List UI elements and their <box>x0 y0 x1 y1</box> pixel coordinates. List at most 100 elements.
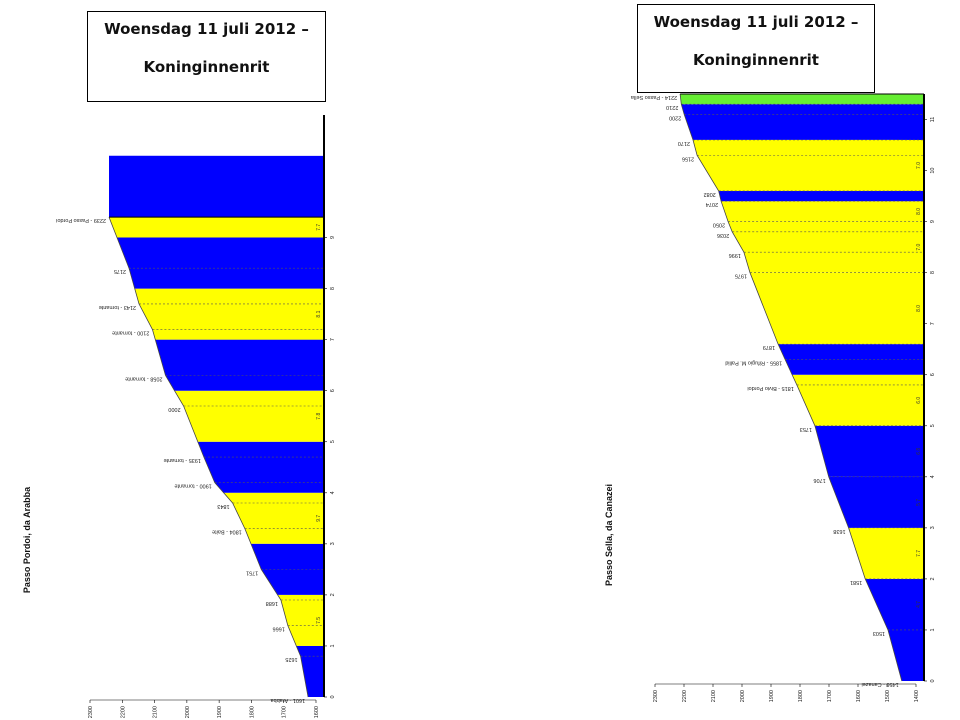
band-yellow <box>750 272 924 345</box>
band-blue <box>814 425 924 477</box>
elev-tick-label: 1700 <box>282 706 288 718</box>
gradient-label: 6.0 <box>916 397 922 404</box>
title-box-right: Woensdag 11 juli 2012 – Koninginnenrit <box>637 4 875 93</box>
km-tick-label: 7 <box>330 338 336 341</box>
point-label: 1975 <box>735 273 747 279</box>
band-blue <box>155 339 324 391</box>
gradient-label: 5.7 <box>916 499 922 506</box>
band-yellow <box>277 594 324 646</box>
point-label: 2200 <box>669 114 681 120</box>
point-label: 1879 <box>763 344 775 350</box>
point-label: 2100 - tornante <box>112 329 149 335</box>
point-label: 1706 <box>813 477 825 483</box>
km-tick-label: 5 <box>930 424 936 427</box>
km-tick-label: 1 <box>930 628 936 631</box>
point-label: 2058 - tornante <box>125 375 162 381</box>
chart-title: Passo Sella, da Canazei <box>604 484 614 586</box>
gradient-label: 4.7 <box>916 601 922 608</box>
point-label: 2214 - Passo Sella <box>630 94 677 100</box>
gradient-label: 8.0 <box>916 208 922 215</box>
band-yellow <box>792 374 924 426</box>
gradient-label: 7.0 <box>916 243 922 250</box>
point-label: 1625 <box>285 656 297 662</box>
elev-tick-label: 2300 <box>653 690 659 702</box>
band-blue <box>251 543 324 595</box>
band-yellow <box>721 201 924 222</box>
km-tick-label: 7 <box>930 322 936 325</box>
band-blue <box>718 191 924 202</box>
band-blue <box>888 630 924 681</box>
point-label: 1935 - tornante <box>164 457 201 463</box>
point-label: 2050 <box>713 222 725 228</box>
km-tick-label: 2 <box>330 593 336 596</box>
band-yellow <box>109 217 324 238</box>
km-tick-label: 1 <box>330 644 336 647</box>
point-label: 1855 - Rifugio M. Pallid <box>725 359 782 365</box>
elev-tick-label: 1700 <box>827 690 833 702</box>
band-yellow <box>693 139 924 191</box>
km-tick-label: 3 <box>930 526 936 529</box>
point-label: 1503 <box>873 630 885 636</box>
gradient-label: 7.7 <box>916 550 922 557</box>
point-label: 1804 - Baite <box>212 529 242 535</box>
gradient-label: 7.7 <box>316 224 322 231</box>
elev-tick-label: 1800 <box>798 690 804 702</box>
band-blue <box>296 645 324 697</box>
band-blue <box>117 237 324 289</box>
km-tick-label: 2 <box>930 577 936 580</box>
point-label: 2000 <box>168 406 180 412</box>
gradient-label: 6.8 <box>916 448 922 455</box>
title-line-2: Koninginnenrit <box>693 51 819 69</box>
elev-tick-label: 1900 <box>217 706 223 718</box>
elev-tick-label: 2100 <box>711 690 717 702</box>
band-blue <box>681 104 924 140</box>
gradient-label: 8.1 <box>316 310 322 317</box>
point-label: 2082 <box>703 191 715 197</box>
km-tick-label: 9 <box>330 236 336 239</box>
km-tick-label: 4 <box>930 475 936 478</box>
chart-0: 7.59.77.88.17.77.21601 - Arabba162516661… <box>22 115 336 718</box>
km-tick-label: 5 <box>330 440 336 443</box>
profile-line <box>108 216 309 698</box>
gradient-label: 7.5 <box>316 617 322 624</box>
point-label: 2239 - Passo Pordoi <box>56 217 106 223</box>
km-tick-label: 9 <box>930 220 936 223</box>
gradient-label: 8.0 <box>916 305 922 312</box>
elev-tick-label: 1900 <box>769 690 775 702</box>
title-line-1: Woensdag 11 juli 2012 – <box>653 13 859 31</box>
point-label: 2210 <box>666 104 678 110</box>
elev-tick-label: 1600 <box>856 690 862 702</box>
band-blue <box>197 441 324 493</box>
band-yellow <box>848 527 924 579</box>
point-label: 1666 <box>273 626 285 632</box>
elev-tick-label: 2200 <box>682 690 688 702</box>
band-blue <box>865 578 924 630</box>
elev-tick-label: 2300 <box>88 706 94 718</box>
band-green <box>680 94 924 105</box>
point-label: 2156 <box>682 155 694 161</box>
point-label: 2170 <box>678 140 690 146</box>
point-label: 1638 <box>833 528 845 534</box>
gradient-label: 9.7 <box>316 515 322 522</box>
elev-tick-label: 1800 <box>249 706 255 718</box>
point-label: 1751 <box>246 569 258 575</box>
band-blue <box>828 476 924 528</box>
elev-tick-label: 1500 <box>885 690 891 702</box>
title-line-1: Woensdag 11 juli 2012 – <box>104 20 309 38</box>
km-tick-label: 10 <box>930 168 936 174</box>
km-tick-label: 8 <box>930 271 936 274</box>
point-label: 2175 <box>114 268 126 274</box>
title-box-left: Woensdag 11 juli 2012 – Koninginnenrit <box>87 11 326 102</box>
km-tick-label: 4 <box>330 491 336 494</box>
elev-tick-label: 2200 <box>120 706 126 718</box>
km-tick-label: 8 <box>330 287 336 290</box>
band-yellow <box>728 221 924 273</box>
km-tick-label: 0 <box>930 679 936 682</box>
km-tick-label: 3 <box>330 542 336 545</box>
band-blue <box>109 155 324 218</box>
point-label: 1815 - Bivio Pordoi <box>747 385 793 391</box>
point-label: 1688 <box>266 600 278 606</box>
elev-tick-label: 1600 <box>314 706 320 718</box>
